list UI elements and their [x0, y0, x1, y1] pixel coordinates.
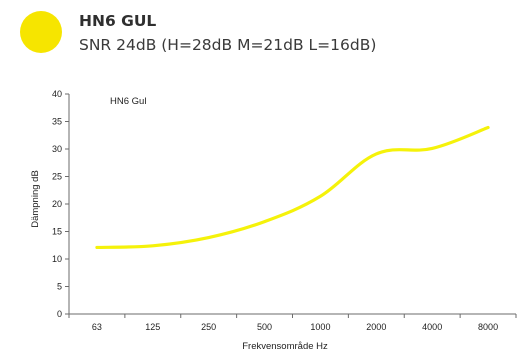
y-tick-label: 5 [57, 282, 62, 292]
x-tick-label: 1000 [310, 322, 330, 332]
y-tick-label: 25 [52, 172, 62, 182]
data-point [207, 236, 210, 239]
y-tick-label: 30 [52, 144, 62, 154]
x-tick-label: 250 [201, 322, 216, 332]
x-tick-label: 4000 [422, 322, 442, 332]
chart-title: HN6 Gul [110, 96, 146, 107]
x-tick-label: 500 [257, 322, 272, 332]
data-point [430, 147, 434, 150]
x-tick-label: 63 [92, 322, 102, 332]
y-tick-label: 0 [57, 309, 62, 319]
y-axis-ticks: 0 5 10 15 20 25 30 35 40 [52, 89, 69, 319]
color-swatch [20, 11, 62, 53]
snr-rating: SNR 24dB (H=28dB M=21dB L=16dB) [79, 36, 377, 54]
chart-axes [68, 94, 516, 315]
x-tick-label: 2000 [366, 322, 386, 332]
y-tick-label: 40 [52, 89, 62, 99]
series-layer [95, 125, 490, 250]
x-axis-ticks: 63 125 250 500 1000 2000 4000 8000 [68, 314, 517, 332]
data-point [486, 126, 490, 129]
data-point [319, 195, 322, 198]
y-tick-label: 15 [52, 227, 62, 237]
data-point [151, 244, 155, 247]
y-tick-label: 20 [52, 199, 62, 209]
product-title: HN6 GUL [79, 12, 157, 30]
data-point [95, 246, 99, 249]
y-tick-label: 10 [52, 254, 62, 264]
x-tick-label: 125 [145, 322, 160, 332]
x-axis-label: Frekvensområde Hz [242, 341, 328, 352]
data-point [375, 152, 378, 156]
series-line [95, 125, 490, 250]
data-point [263, 220, 266, 223]
y-axis-label: Dämpning dB [30, 170, 41, 228]
y-tick-label: 35 [52, 117, 62, 127]
x-tick-label: 8000 [478, 322, 498, 332]
